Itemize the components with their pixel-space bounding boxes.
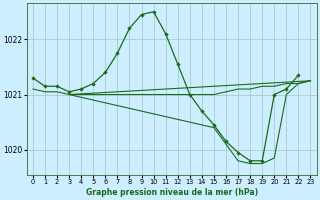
X-axis label: Graphe pression niveau de la mer (hPa): Graphe pression niveau de la mer (hPa) [86,188,258,197]
